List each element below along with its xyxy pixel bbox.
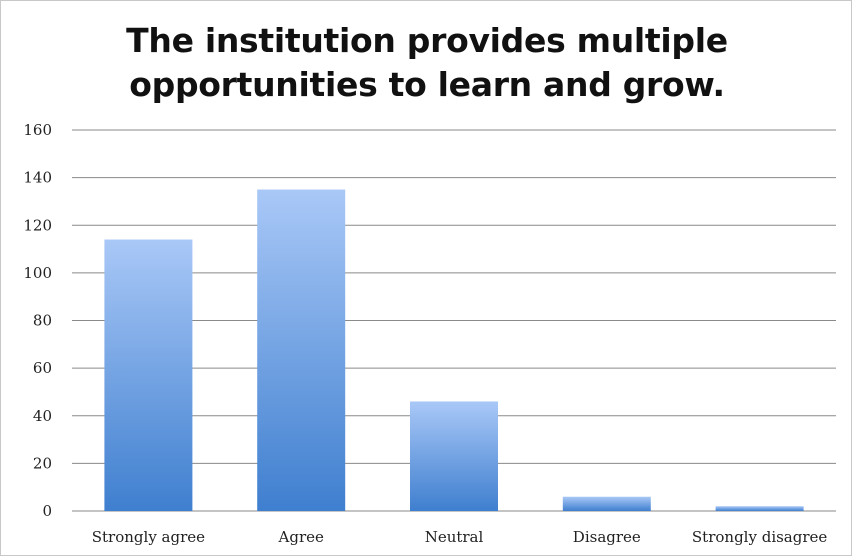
bars	[104, 189, 804, 511]
x-category-label: Disagree	[573, 528, 641, 546]
y-axis-ticks: 0 20 40 60 80 100 120 140 160	[23, 121, 52, 520]
x-category-label: Strongly disagree	[692, 528, 827, 546]
y-tick-label: 160	[23, 121, 52, 139]
x-category-label: Agree	[278, 528, 324, 546]
y-tick-label: 120	[23, 216, 52, 234]
x-axis-labels: Strongly agree Agree Neutral Disagree Strong…	[92, 528, 828, 546]
x-category-label: Neutral	[425, 528, 484, 546]
x-category-label: Strongly agree	[92, 528, 205, 546]
y-tick-label: 100	[23, 264, 52, 282]
chart-title: The institution provides multiple opport…	[1, 19, 852, 107]
chart-title-line-2: opportunities to learn and grow.	[129, 65, 725, 104]
y-tick-label: 20	[33, 454, 52, 472]
chart-title-line-1: The institution provides multiple	[126, 21, 728, 60]
y-tick-label: 0	[42, 502, 52, 520]
bar-agree	[257, 189, 346, 511]
y-tick-label: 40	[33, 407, 52, 425]
y-tick-label: 60	[33, 359, 52, 377]
bar-strongly-disagree	[715, 506, 804, 511]
bar-strongly-agree	[104, 239, 193, 511]
bar-disagree	[562, 496, 651, 511]
bar-neutral	[410, 401, 498, 511]
y-tick-label: 140	[23, 169, 52, 187]
y-tick-label: 80	[33, 312, 52, 330]
